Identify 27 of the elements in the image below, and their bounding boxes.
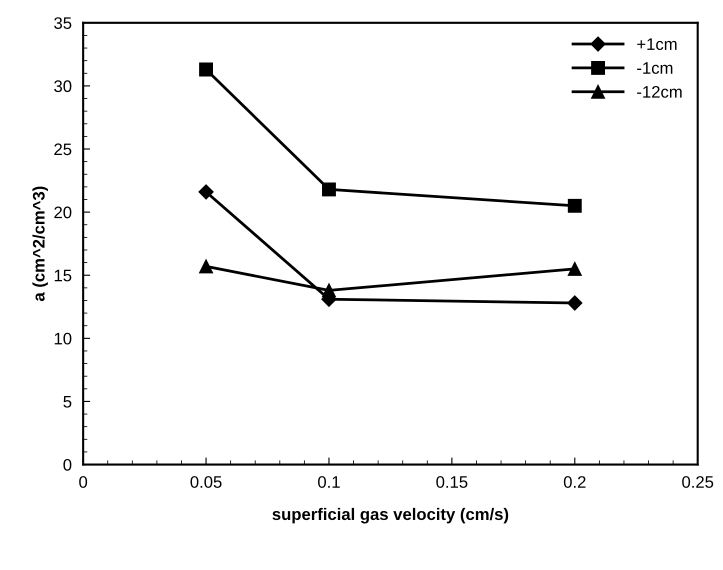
y-tick-label: 10 xyxy=(54,332,72,345)
y-tick-label: 5 xyxy=(63,396,72,408)
x-tick-label: 0.2 xyxy=(564,476,586,488)
y-tick-label: 30 xyxy=(54,80,72,92)
legend-label: +1cm xyxy=(637,38,677,50)
point xyxy=(568,198,582,213)
point xyxy=(199,259,213,274)
point xyxy=(322,182,336,196)
legend-label: -1cm xyxy=(637,62,672,74)
point xyxy=(199,62,213,76)
x-axis-title: superficial gas velocity (cm/s) xyxy=(272,508,508,524)
point xyxy=(568,262,582,276)
y-tick-label: 15 xyxy=(54,270,72,282)
x-tick-label: 0.25 xyxy=(682,476,714,488)
y-axis-title: a (cm^2/cm^3) xyxy=(32,186,48,302)
point xyxy=(198,184,214,200)
point xyxy=(322,283,336,298)
y-tick-label: 0 xyxy=(63,458,72,471)
x-tick-label: 0.05 xyxy=(190,476,222,488)
point xyxy=(567,295,582,311)
y-tick-label: 25 xyxy=(54,143,72,156)
x-tick-label: 0.1 xyxy=(318,476,340,488)
y-tick-label: 35 xyxy=(54,17,72,30)
legend-label: -12cm xyxy=(637,86,682,98)
y-tick-label: 20 xyxy=(54,206,72,218)
x-tick-label: 0 xyxy=(79,476,88,488)
x-tick-label: 0.15 xyxy=(436,476,468,488)
